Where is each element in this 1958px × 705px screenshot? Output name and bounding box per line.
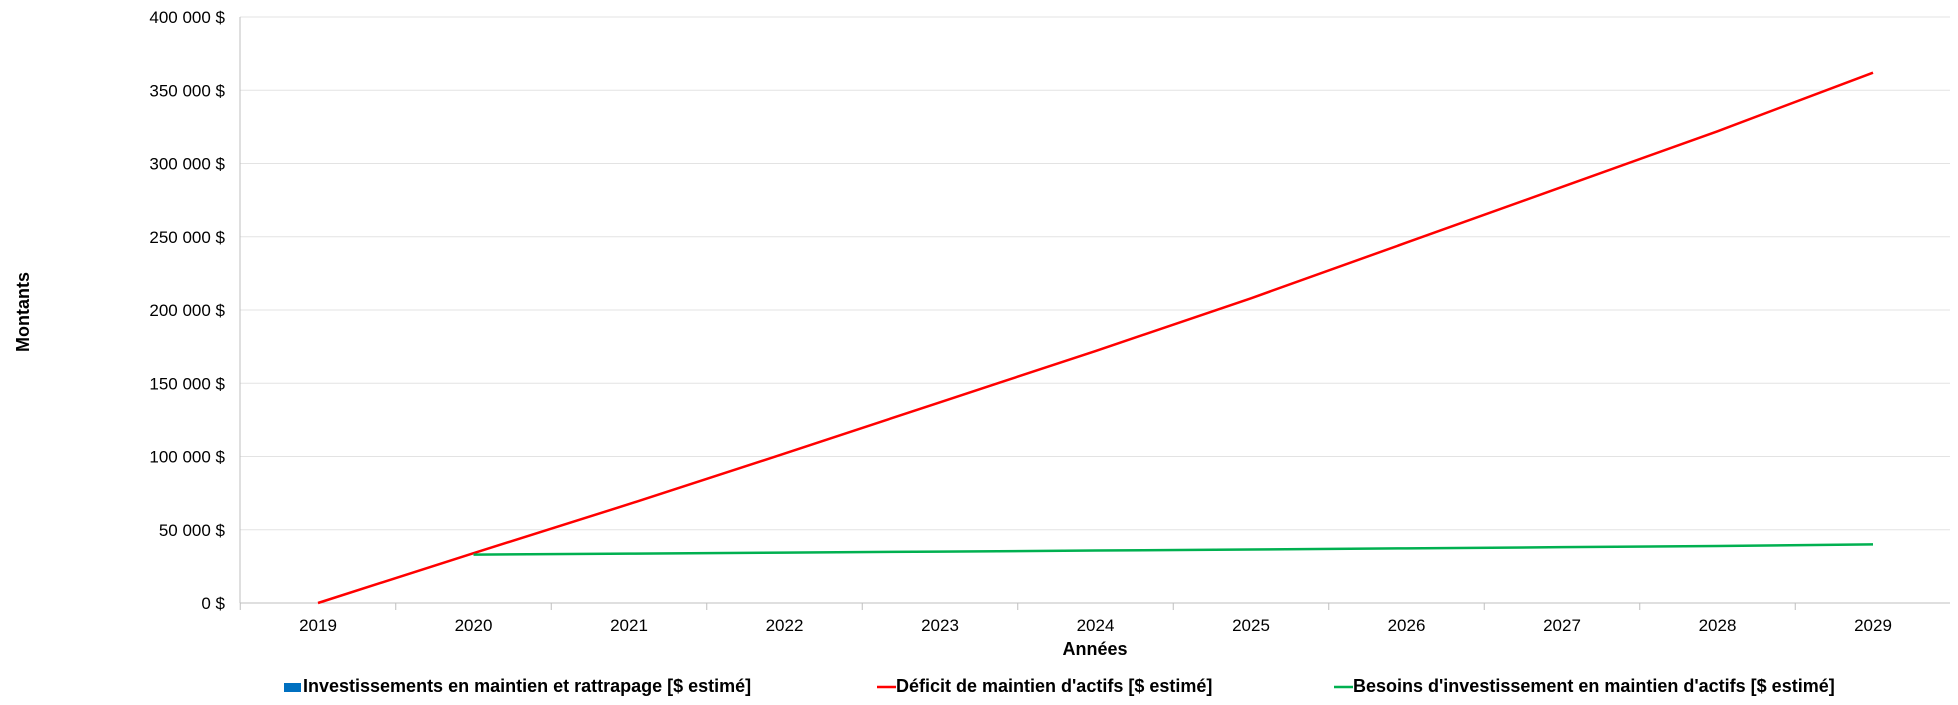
y-axis-title: Montants — [13, 272, 33, 352]
series-line-deficit — [317, 71, 1874, 605]
x-tick-label: 2025 — [1232, 616, 1270, 635]
y-tick-label: 400 000 $ — [149, 8, 225, 27]
axes — [239, 17, 1950, 610]
y-tick-label: 200 000 $ — [149, 301, 225, 320]
legend-label: Investissements en maintien et rattrapag… — [303, 676, 751, 696]
x-tick-label: 2026 — [1388, 616, 1426, 635]
x-tick-label: 2023 — [921, 616, 959, 635]
y-tick-label: 100 000 $ — [149, 448, 225, 467]
legend-item-deficit: Déficit de maintien d'actifs [$ estimé] — [877, 676, 1212, 696]
series-line-besoins — [473, 543, 1874, 556]
legend-label: Besoins d'investissement en maintien d'a… — [1353, 676, 1835, 696]
x-tick-label: 2021 — [610, 616, 648, 635]
x-tick-label: 2027 — [1543, 616, 1581, 635]
x-tick-label: 2024 — [1077, 616, 1115, 635]
legend-item-besoins: Besoins d'investissement en maintien d'a… — [1334, 676, 1835, 696]
x-axis-title: Années — [1062, 639, 1127, 659]
legend-label: Déficit de maintien d'actifs [$ estimé] — [896, 676, 1212, 696]
legend-item-investissements: Investissements en maintien et rattrapag… — [284, 676, 751, 696]
series — [317, 71, 1874, 605]
x-tick-label: 2020 — [455, 616, 493, 635]
x-tick-label: 2028 — [1699, 616, 1737, 635]
x-tick-label: 2022 — [766, 616, 804, 635]
x-axis-ticks: 2019 2020 2021 2022 2023 2024 2025 2026 2027 2028… — [299, 616, 1892, 635]
x-tick-label: 2029 — [1854, 616, 1892, 635]
legend: Investissements en maintien et rattrapag… — [284, 676, 1835, 696]
y-tick-label: 150 000 $ — [149, 374, 225, 393]
y-tick-label: 0 $ — [201, 594, 225, 613]
grid — [240, 16, 1950, 531]
y-axis-ticks: 0 $ 50 000 $ 100 000 $ 150 000 $ 200 000 $ 25… — [149, 8, 225, 613]
y-tick-label: 250 000 $ — [149, 228, 225, 247]
x-tick-label: 2019 — [299, 616, 337, 635]
y-tick-label: 50 000 $ — [159, 521, 226, 540]
legend-swatch-bar — [284, 683, 301, 692]
y-tick-label: 300 000 $ — [149, 155, 225, 174]
y-tick-label: 350 000 $ — [149, 81, 225, 100]
